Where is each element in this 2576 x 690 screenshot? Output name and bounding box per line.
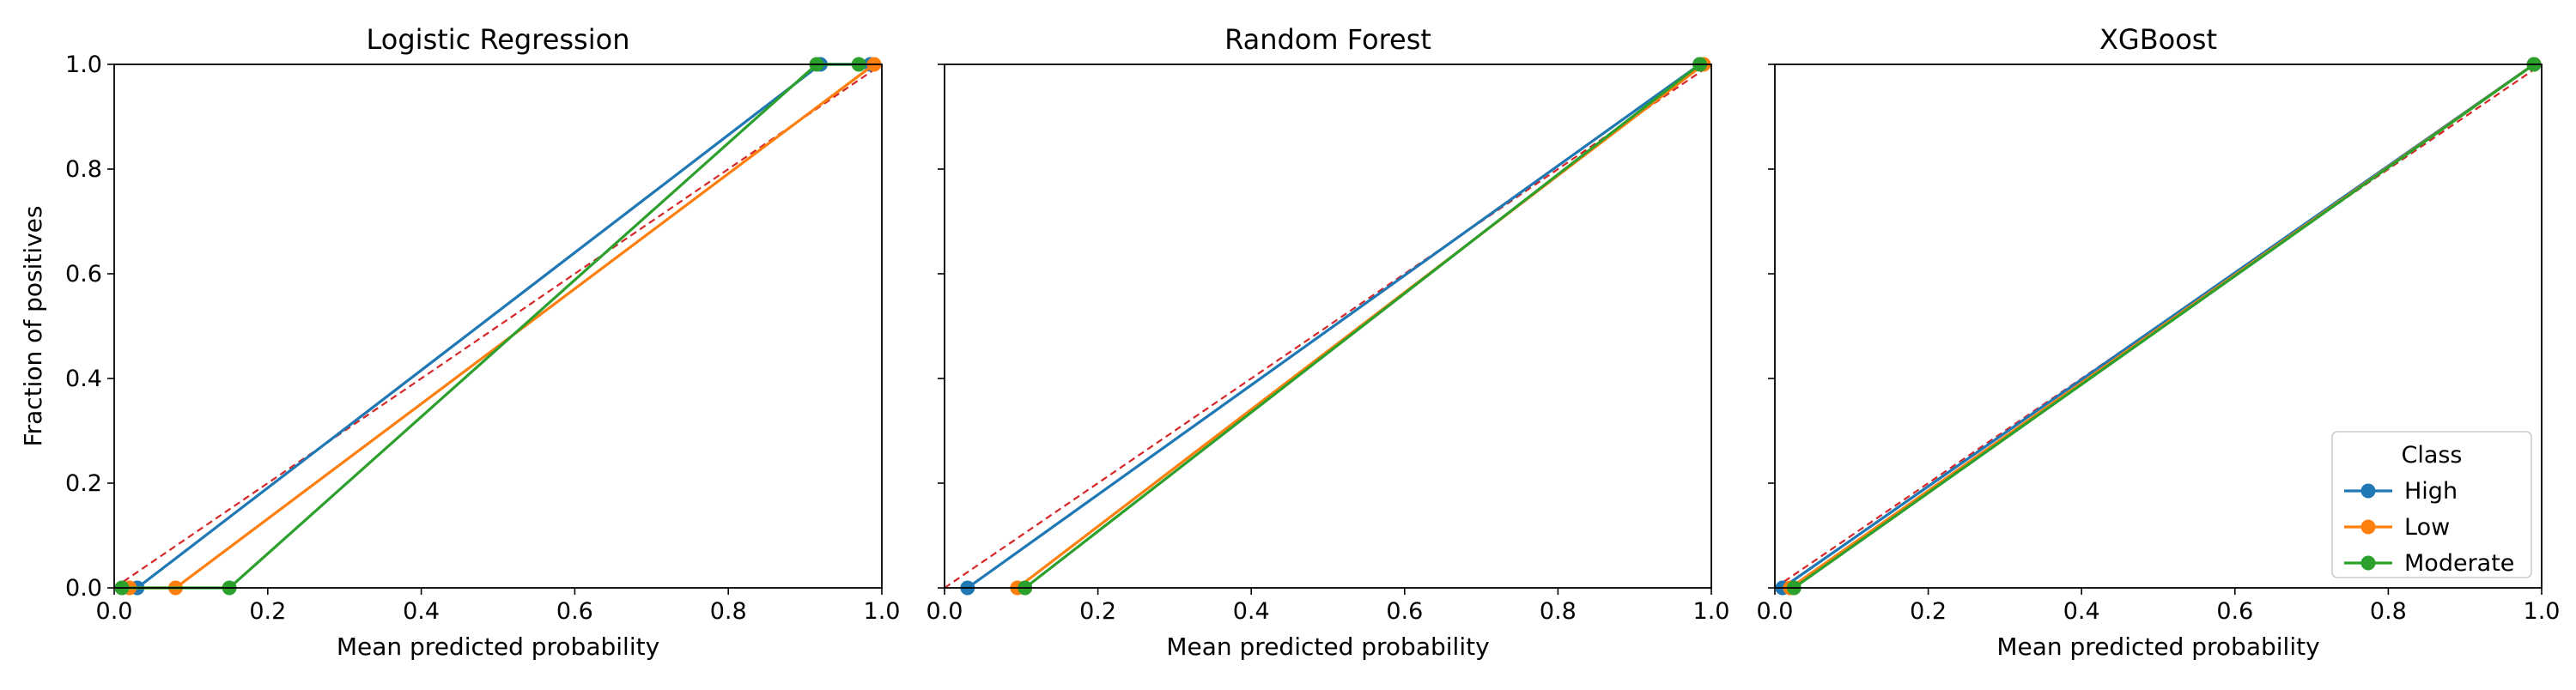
y-tick-label: 0.6 [65,261,102,288]
y-tick-label: 0.0 [65,575,102,602]
x-tick-label: 0.2 [249,598,286,625]
y-tick-label: 0.2 [65,470,102,497]
legend-title: Class [2401,442,2462,469]
x-tick-label: 1.0 [2524,598,2561,625]
series-line-moderate [121,63,860,590]
series-line-moderate [1024,63,1701,590]
plot-area [1774,57,2543,596]
x-tick-label: 0.8 [2370,598,2407,625]
legend-label: High [2404,478,2458,505]
legend-box [2331,431,2532,578]
plot-area [113,57,883,596]
x-tick-label: 0.8 [1540,598,1577,625]
x-tick-label: 0.6 [1386,598,1423,625]
x-tick-label: 0.4 [403,598,440,625]
reference-diagonal [944,64,1712,589]
series-line-high [966,63,1701,590]
legend: Class High Low Moderate [2331,431,2532,578]
chart-panel-1: Logistic Regression 0.0 0.2 0.4 0.6 0.8 1.0 0.0… [19,23,900,661]
x-tick-label: 1.0 [1693,598,1730,625]
axes-frame [944,64,1712,589]
x-tick-label: 1.0 [864,598,901,625]
y-tick-label: 0.4 [65,366,102,392]
x-tick-label: 0.0 [96,598,133,625]
legend-marker [2360,519,2376,535]
x-tick-label: 0.2 [1079,598,1116,625]
x-tick-label: 0.8 [710,598,747,625]
reference-diagonal [113,64,883,589]
series-line-moderate [1793,63,2535,590]
axes-frame [113,64,883,589]
x-axis-label: Mean predicted probability [1996,632,2319,661]
x-axis-label: Mean predicted probability [337,632,659,661]
series-line-high [136,63,871,590]
x-tick-label: 0.0 [1757,598,1794,625]
legend-marker [2360,483,2376,499]
legend-label: Moderate [2404,550,2514,577]
y-tick-label: 1.0 [65,51,102,78]
chart-panel-3: XGBoost 0.0 0.2 0.4 0.6 0.8 1.0 Mean predicted … [1757,23,2561,661]
legend-label: Low [2404,514,2450,541]
x-tick-label: 0.2 [1910,598,1947,625]
x-axis-label: Mean predicted probability [1166,632,1489,661]
y-tick-label: 0.8 [65,156,102,183]
axes-frame [1774,64,2543,589]
plot-area [944,57,1712,596]
chart-title: XGBoost [2099,23,2217,56]
legend-marker [2360,555,2376,571]
chart-title: Random Forest [1224,23,1431,56]
x-tick-label: 0.4 [1233,598,1270,625]
chart-title: Logistic Regression [367,23,630,56]
chart-panel-2: Random Forest 0.0 0.2 0.4 0.6 0.8 1.0 Mean pred… [927,23,1730,661]
y-axis-label: Fraction of positives [19,206,47,447]
x-tick-label: 0.0 [927,598,963,625]
x-tick-label: 0.4 [2063,598,2100,625]
x-tick-label: 0.6 [556,598,593,625]
x-tick-label: 0.6 [2216,598,2253,625]
